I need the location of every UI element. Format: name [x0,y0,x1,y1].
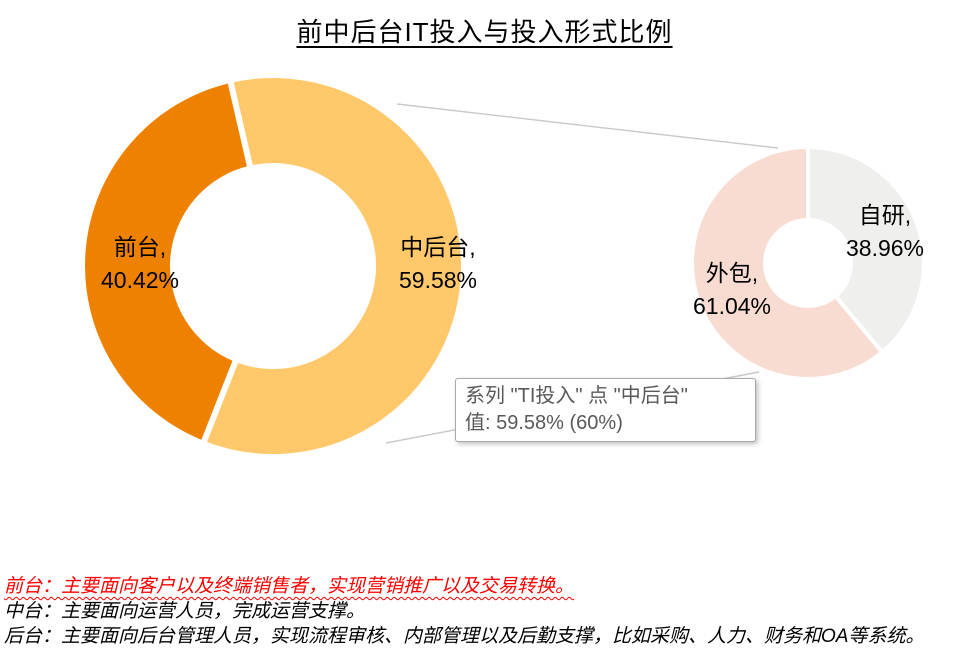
footnotes: 前台：主要面向客户以及终端销售者，实现营销推广以及交易转换。 中台：主要面向运营… [4,574,968,649]
donut-slice-自研[interactable] [806,144,926,356]
data-label-outsourced: 外包, 61.04% [647,257,817,323]
data-label-mid-back-stage: 中后台, 59.58% [353,231,523,297]
donut-slice-外包[interactable] [690,144,885,381]
chart-title: 前中后台IT投入与投入形式比例 [296,17,673,47]
data-label-front-stage: 前台, 40.42% [55,231,225,297]
data-label-midback-name: 中后台, [400,234,476,260]
tooltip-series-line: 系列 "TI投入" 点 "中后台" [465,385,688,407]
data-label-front-value: 40.42% [100,267,179,293]
data-label-outsource-value: 61.04% [692,293,771,319]
tooltip-value-line: 值: 59.58% (60%) [465,412,623,434]
data-label-self-value: 38.96% [845,235,924,261]
data-label-self-name: 自研, [858,202,912,228]
data-label-outsource-name: 外包, [705,260,759,286]
footnote-mid-stage: 中台：主要面向运营人员，完成运营支撑。 [4,601,366,622]
series-connector-line-1 [396,103,779,149]
donut-slice-中后台[interactable] [199,72,467,460]
footnote-front-stage: 前台：主要面向客户以及终端销售者，实现营销推广以及交易转换。 [4,576,575,597]
data-label-front-name: 前台, [113,234,167,260]
data-label-self-developed: 自研, 38.96% [800,199,969,265]
footnote-back-stage: 后台：主要面向后台管理人员，实现流程审核、内部管理以及后勤支撑，比如采购、人力、… [4,626,925,647]
data-label-midback-value: 59.58% [398,267,477,293]
donut-slice-前台[interactable] [79,76,255,448]
chart-hover-tooltip: 系列 "TI投入" 点 "中后台" 值: 59.58% (60%) [455,378,756,442]
